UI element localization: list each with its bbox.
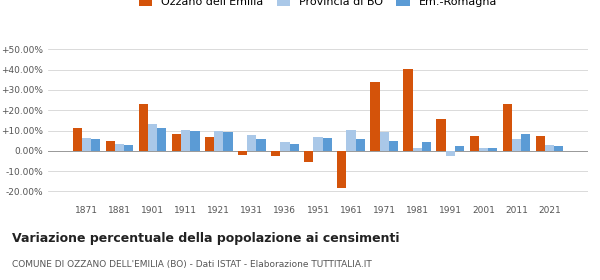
Bar xyxy=(323,138,332,151)
Bar xyxy=(488,148,497,151)
Bar xyxy=(479,148,488,151)
Bar xyxy=(512,139,521,151)
Bar xyxy=(521,134,530,151)
Bar xyxy=(536,136,545,151)
Bar xyxy=(337,151,346,188)
Bar xyxy=(91,139,100,151)
Bar xyxy=(73,127,82,151)
Bar xyxy=(313,137,323,151)
Bar xyxy=(247,135,256,151)
Bar xyxy=(106,141,115,151)
Bar xyxy=(413,148,422,151)
Bar xyxy=(370,82,380,151)
Text: COMUNE DI OZZANO DELL'EMILIA (BO) - Dati ISTAT - Elaborazione TUTTITALIA.IT: COMUNE DI OZZANO DELL'EMILIA (BO) - Dati… xyxy=(12,260,372,269)
Bar xyxy=(139,104,148,151)
Bar xyxy=(124,145,133,151)
Bar xyxy=(280,142,290,151)
Bar xyxy=(304,151,313,162)
Bar xyxy=(205,137,214,151)
Bar xyxy=(82,138,91,151)
Bar xyxy=(238,151,247,155)
Bar xyxy=(422,142,431,151)
Bar xyxy=(503,104,512,151)
Bar xyxy=(356,139,365,151)
Legend: Ozzano dell'Emilia, Provincia di BO, Em.-Romagna: Ozzano dell'Emilia, Provincia di BO, Em.… xyxy=(139,0,497,7)
Bar xyxy=(403,69,413,151)
Bar xyxy=(157,127,166,151)
Bar xyxy=(380,132,389,151)
Bar xyxy=(271,151,280,156)
Bar xyxy=(214,130,223,151)
Bar xyxy=(223,132,233,151)
Bar xyxy=(470,136,479,151)
Bar xyxy=(346,130,356,151)
Bar xyxy=(436,119,446,151)
Bar xyxy=(172,134,181,151)
Bar xyxy=(545,145,554,151)
Bar xyxy=(115,144,124,151)
Bar xyxy=(389,141,398,151)
Bar xyxy=(190,130,200,151)
Bar xyxy=(554,146,563,151)
Text: Variazione percentuale della popolazione ai censimenti: Variazione percentuale della popolazione… xyxy=(12,232,400,245)
Bar xyxy=(256,139,266,151)
Bar xyxy=(148,124,157,151)
Bar xyxy=(446,151,455,156)
Bar xyxy=(455,146,464,151)
Bar xyxy=(181,130,190,151)
Bar xyxy=(290,144,299,151)
